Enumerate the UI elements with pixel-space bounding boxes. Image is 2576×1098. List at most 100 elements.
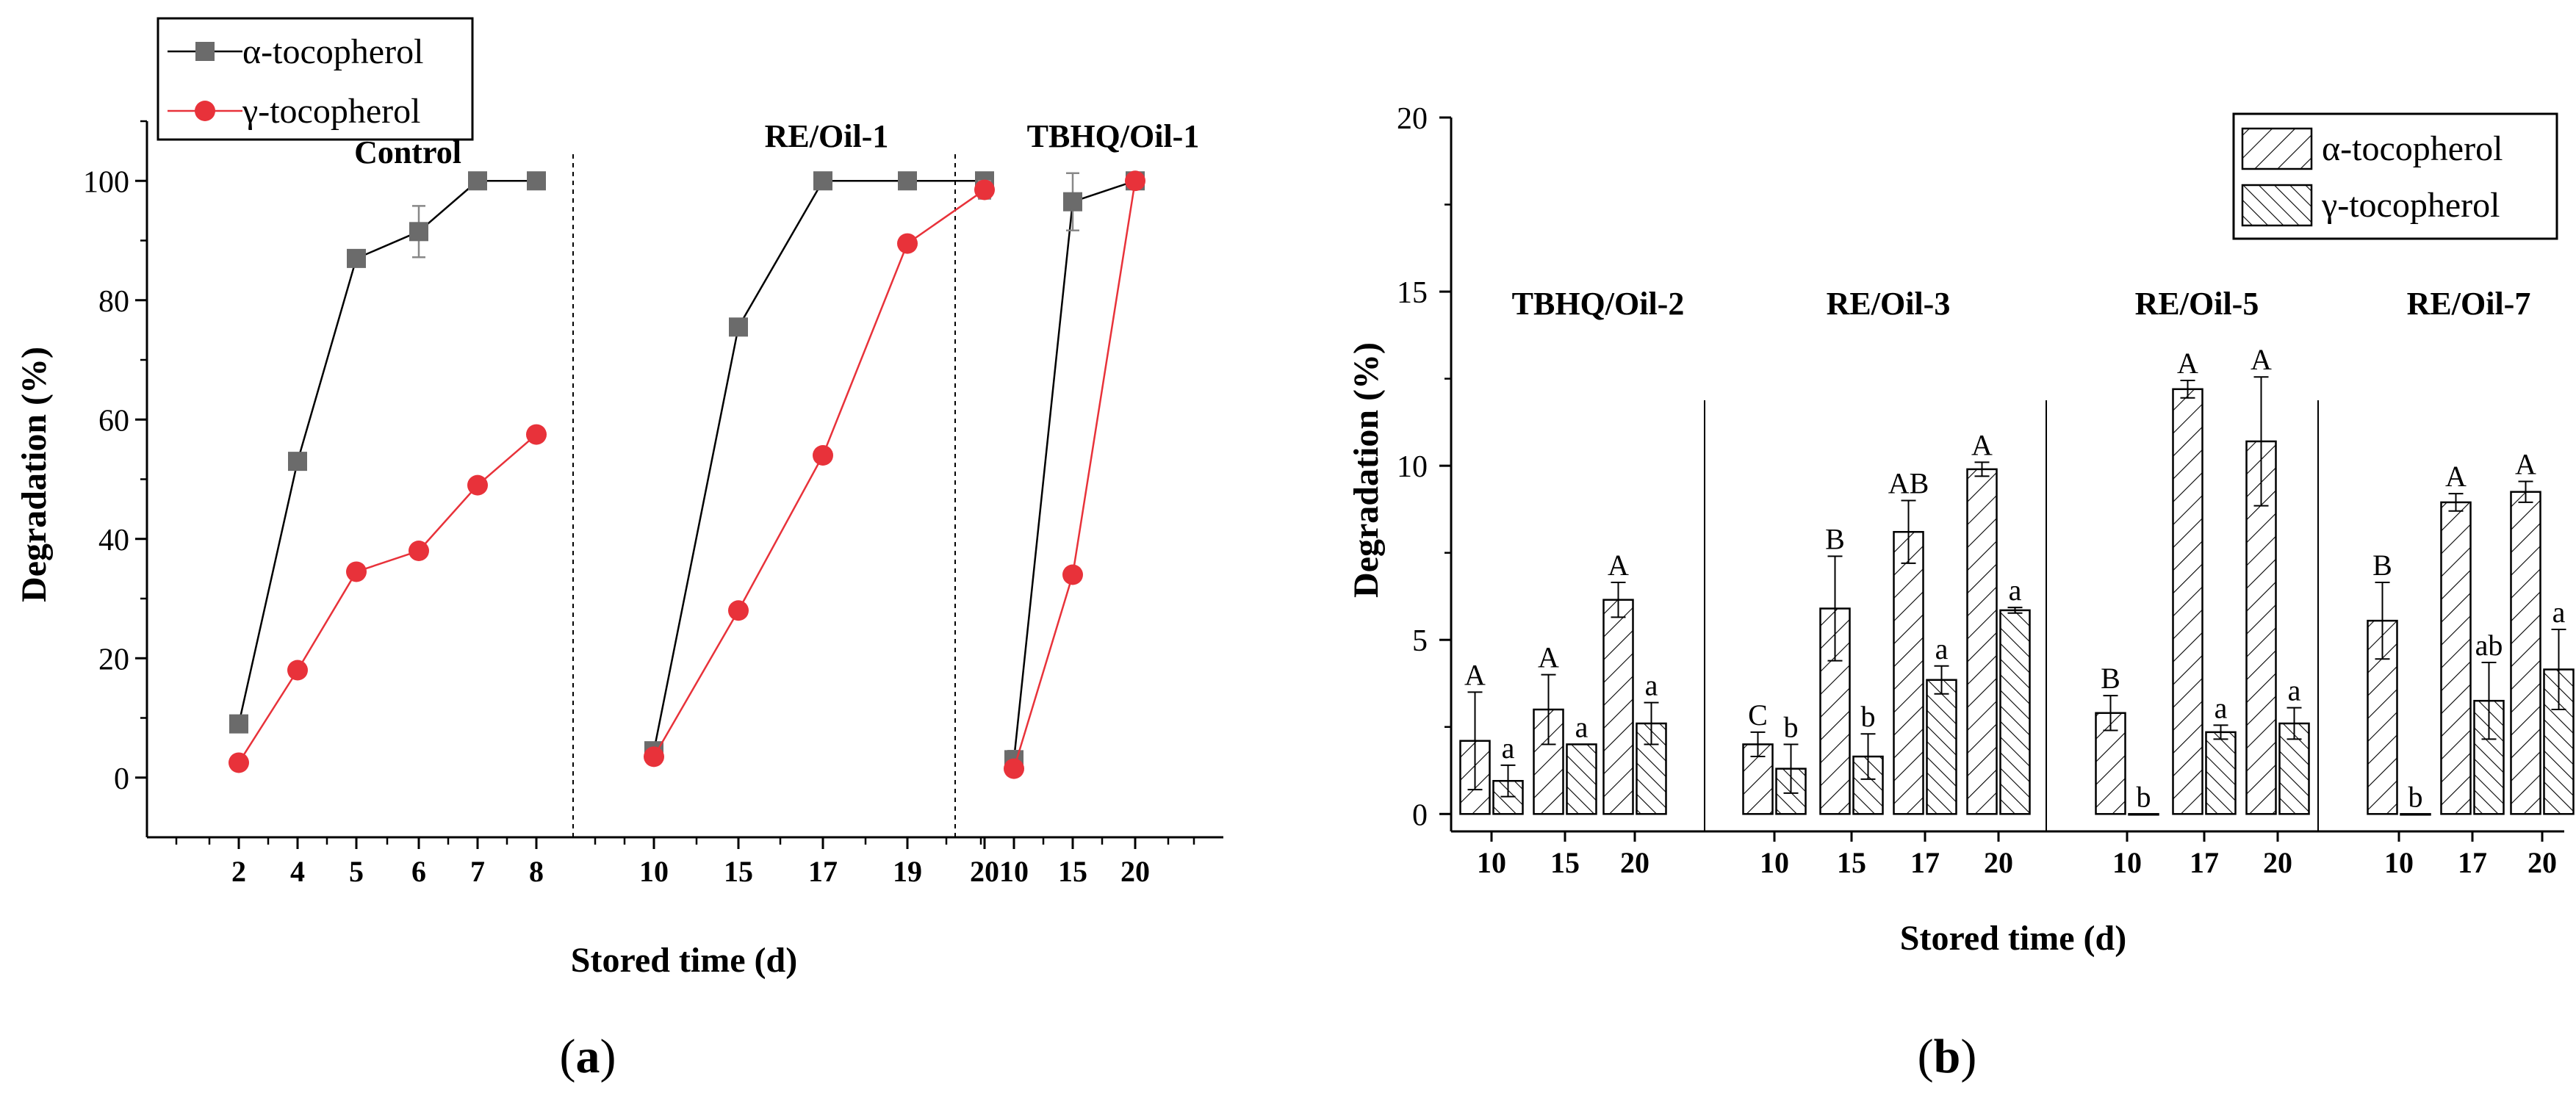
panel-b-group-label: RE/Oil-3 [1827,286,1951,322]
panel-a-x-tick-label: 5 [349,855,364,888]
legend-b-alpha-label: α-tocopherol [2322,129,2503,168]
legend-gamma-swatch [2241,184,2313,227]
panel-a-x-tick-label: 19 [893,855,922,888]
alpha-series-line [1012,180,1136,760]
panel-b-x-tick-label: 10 [2384,846,2414,879]
alpha-significance-letter: B [2101,662,2120,695]
panel-a-x-tick-label: 10 [639,855,669,888]
panel-b-x-tick-label: 17 [2190,846,2219,879]
alpha-data-point [288,452,307,472]
panel-a-x-axis-label: Stored time (d) [571,941,797,980]
gamma-data-point [974,179,995,201]
gamma-bar [1566,743,1597,815]
alpha-data-point [729,317,748,337]
panel-b-y-tick-label: 0 [1412,798,1428,832]
alpha-bar [2172,388,2203,815]
alpha-significance-letter: A [1464,658,1486,691]
gamma-significance-letter: a [1935,632,1949,665]
panel-a-groups: Control RE/Oil-1 TBHQ/Oil-1 [354,118,1199,837]
gamma-significance-letter: a [1502,732,1515,765]
panel-a-x-tick-label: 15 [724,855,753,888]
panel-a-marks [229,170,1145,779]
gamma-significance-letter: a [2552,596,2566,629]
panel-a-x-tick-label: 10 [999,855,1029,888]
panel-a-x-tick-label: 7 [470,855,485,888]
gamma-data-point [1062,564,1083,585]
gamma-data-point [346,561,367,582]
gamma-bar [1926,679,1957,815]
gamma-bar [2205,731,2237,815]
alpha-data-point [229,714,248,734]
alpha-significance-letter: B [1825,522,1845,555]
gamma-data-point [897,233,918,254]
alpha-significance-letter: A [2445,460,2467,493]
legend-gamma-label: γ-tocopherol [242,92,420,131]
gamma-significance-letter: b [2137,780,2151,813]
legend-alpha-marker [195,42,215,61]
alpha-data-point [409,222,428,242]
gamma-series-line [237,433,537,764]
panel-a-y-tick-label: 20 [98,643,129,676]
panel-b-x-tick-label: 15 [1550,846,1580,879]
alpha-data-point [898,171,917,191]
panel-a-group-label: RE/Oil-1 [765,118,889,154]
gamma-significance-letter: a [2215,691,2228,724]
panel-b-axes: 0 5 10 15 20 10 15 20 10 15 17 20 10 17 20 10 17 20 [1397,102,2564,879]
gamma-bar [1999,609,2031,815]
panel-b-group-label: RE/Oil-5 [2135,286,2259,322]
panel-a-x-tick-label: 8 [529,855,544,888]
panel-b-x-axis-label: Stored time (d) [1900,919,2126,958]
gamma-series-line [1012,181,1137,769]
alpha-series-line [652,180,985,751]
gamma-bar [2400,813,2431,816]
gamma-significance-letter: a [1645,669,1658,702]
alpha-bar [2440,501,2472,815]
alpha-data-point [468,171,487,191]
panel-b-legend: α-tocopherol γ-tocopherol [2232,112,2558,240]
gamma-significance-letter: ab [2475,629,2503,662]
panel-a-group-label: TBHQ/Oil-1 [1027,118,1200,154]
alpha-data-point [347,248,366,268]
alpha-bar [1966,468,1998,815]
panel-a-x-tick-label: 6 [411,855,426,888]
panel-a-y-tick-label: 40 [98,524,129,557]
gamma-data-point [409,541,429,561]
gamma-significance-letter: a [1575,710,1589,743]
panel-b-caption: (b) [1918,1030,1977,1083]
alpha-significance-letter: B [2372,549,2392,582]
panel-b-x-tick-label: 15 [1837,846,1866,879]
gamma-significance-letter: b [2408,780,2423,813]
panel-b-bar-chart: 0 5 10 15 20 10 15 20 10 15 17 20 10 17 20 10 17 20 TBHQ/… [1347,102,2575,1083]
gamma-data-point [287,660,308,681]
panel-b-y-axis-label: Degradation (%) [1347,342,1386,598]
panel-b-x-tick-label: 10 [1477,846,1506,879]
gamma-significance-letter: a [2009,574,2022,607]
panel-b-marks: Aa Aa Aa C b Bb AB a Aa Bb Aa Aa Bb Aab Aa [1459,343,2575,816]
panel-a-y-tick-label: 0 [114,762,129,796]
panel-b-x-tick-label: 20 [2263,846,2292,879]
legend-alpha-label: α-tocopherol [242,32,423,71]
legend-alpha-swatch [2241,127,2313,170]
panel-b-x-tick-label: 20 [2528,846,2557,879]
panel-b-caption-letter: b [1934,1030,1961,1083]
gamma-significance-letter: a [2288,674,2301,707]
panel-b-y-tick-label: 10 [1397,450,1428,484]
alpha-bar [1893,530,1924,815]
alpha-bar [1602,599,1634,815]
alpha-data-point [813,171,832,191]
legend-gamma-marker [195,101,215,121]
alpha-data-point [527,171,546,191]
panel-a-y-tick-label: 100 [83,165,129,199]
panel-a-caption-letter: a [576,1030,600,1083]
panel-a-x-tick-label: 20 [1120,855,1150,888]
panel-b-y-tick-label: 5 [1412,624,1428,658]
alpha-significance-letter: AB [1888,467,1929,500]
panel-b-x-tick-label: 17 [2458,846,2487,879]
panel-b-groups: TBHQ/Oil-2 RE/Oil-3 RE/Oil-5 RE/Oil-7 [1512,286,2530,831]
gamma-series-line [652,189,985,757]
panel-a-legend: α-tocopherol γ-tocopherol [156,17,474,141]
alpha-significance-letter: C [1748,698,1768,732]
alpha-significance-letter: A [2515,447,2536,480]
legend-b-gamma-label: γ-tocopherol [2321,186,2500,225]
